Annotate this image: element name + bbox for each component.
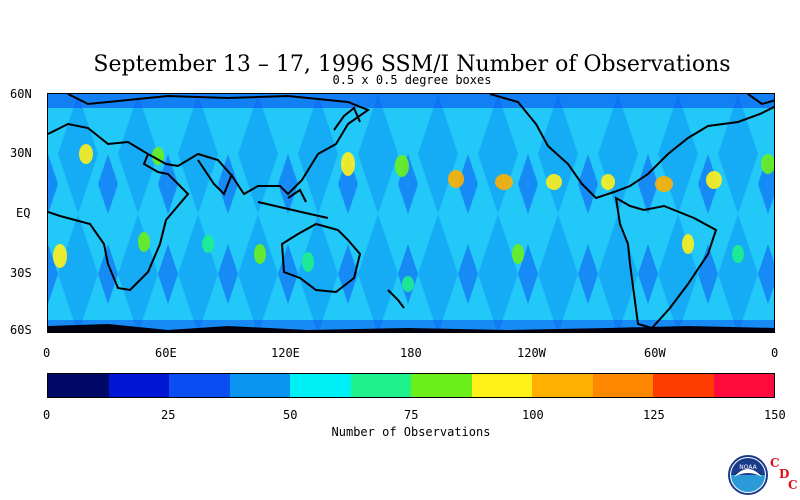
colorbar-swatch-6: [411, 374, 472, 397]
australia-outline: [280, 222, 362, 294]
colorbar-swatch-10: [653, 374, 714, 397]
lat-label-60s: 60S: [10, 323, 32, 337]
colorbar-swatch-4: [290, 374, 351, 397]
colorbar-swatch-7: [471, 374, 532, 397]
colorbar-swatch-3: [229, 374, 290, 397]
colorbar-tick-75: 75: [404, 408, 419, 422]
lon-label-120e: 120E: [271, 346, 300, 360]
colorbar-tick-150: 150: [764, 408, 786, 422]
cdc-letter-d: D: [779, 467, 790, 481]
colorbar-swatch-1: [108, 374, 169, 397]
colorbar-tick-25: 25: [161, 408, 176, 422]
japan-outline: [333, 106, 361, 131]
noaa-logo: NOAA: [728, 455, 768, 495]
colorbar-tick-125: 125: [643, 408, 665, 422]
india-outline: [197, 159, 233, 196]
colorbar-swatch-9: [592, 374, 653, 397]
antarctica: [48, 324, 774, 332]
lon-label-60e: 60E: [155, 346, 177, 360]
lon-label-0-end: 0: [771, 346, 779, 360]
lon-label-60w: 60W: [644, 346, 666, 360]
indonesia-outline: [257, 188, 329, 219]
cdc-letter-c1: C: [770, 456, 780, 470]
lat-label-30s: 30S: [10, 266, 32, 280]
colorbar-swatch-11: [713, 374, 774, 397]
lon-label-120w: 120W: [517, 346, 546, 360]
map-canvas: [48, 94, 774, 332]
south-america-outline: [614, 196, 718, 330]
africa-outline: [48, 122, 190, 292]
colorbar: [47, 373, 775, 398]
noaa-logo-text: NOAA: [739, 464, 757, 471]
swath-pattern: [48, 94, 774, 332]
map-title: September 13 – 17, 1996 SSM/I Number of …: [93, 52, 731, 77]
colorbar-tick-0: 0: [43, 408, 51, 422]
coastlines: [48, 94, 774, 330]
greenland-outline: [747, 94, 774, 106]
lat-label-60n: 60N: [10, 87, 32, 101]
new-zealand-outline: [387, 289, 405, 309]
lon-label-0: 0: [43, 346, 51, 360]
lat-label-30n: 30N: [10, 146, 32, 160]
colorbar-swatch-5: [350, 374, 411, 397]
colorbar-title: Number of Observations: [331, 425, 491, 439]
cdc-letter-c2: C: [788, 478, 798, 492]
colorbar-swatch-8: [532, 374, 593, 397]
colorbar-swatch-0: [48, 374, 109, 397]
colorbar-tick-100: 100: [522, 408, 544, 422]
observation-map: [47, 93, 775, 333]
eurasia-outline: [67, 94, 371, 196]
colorbar-tick-50: 50: [283, 408, 298, 422]
colorbar-swatch-2: [169, 374, 230, 397]
north-america-outline: [489, 94, 774, 200]
lat-label-eq: EQ: [16, 206, 31, 220]
lon-label-180: 180: [400, 346, 422, 360]
map-subtitle: 0.5 x 0.5 degree boxes: [332, 73, 492, 87]
